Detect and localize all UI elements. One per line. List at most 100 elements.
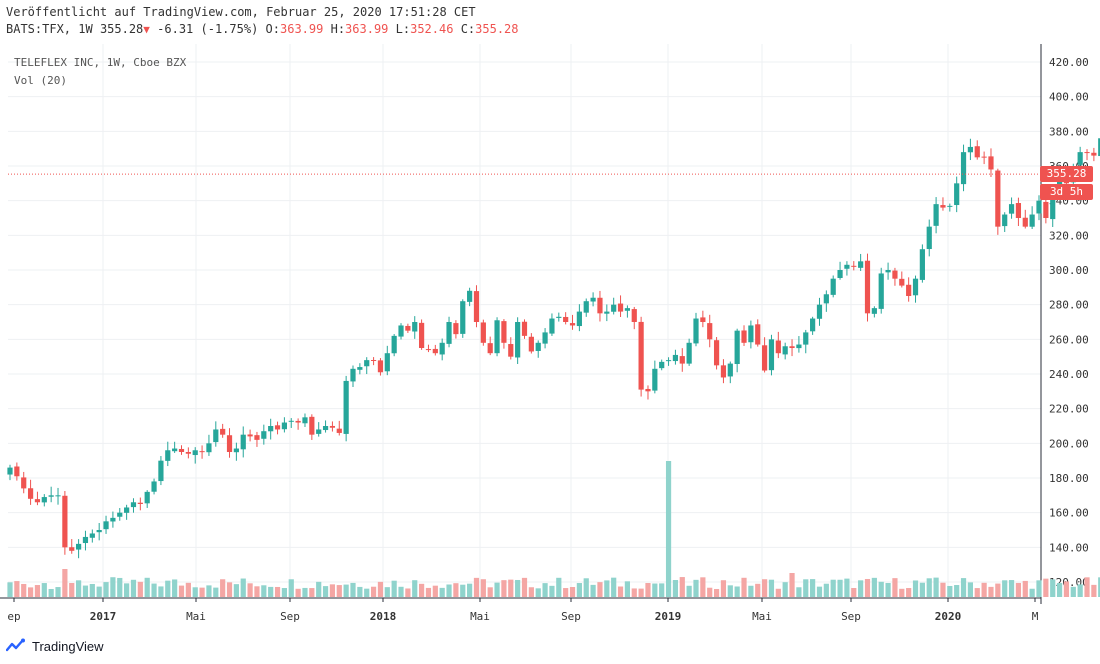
candle-body: [508, 344, 514, 357]
volume-bar: [14, 581, 20, 597]
volume-bar: [926, 578, 932, 597]
tradingview-brand: TradingView: [32, 638, 104, 654]
candle-body: [933, 204, 939, 226]
volume-bar: [199, 587, 205, 597]
candle-body: [425, 349, 432, 351]
candle-body: [261, 431, 267, 439]
candle-body: [864, 260, 871, 314]
volume-legend[interactable]: Vol (20): [14, 74, 67, 87]
x-tick-label: 2019: [655, 610, 682, 623]
volume-bar: [281, 588, 287, 597]
volume-bar: [864, 578, 871, 597]
volume-bar: [322, 586, 329, 597]
x-tick-label: 2018: [370, 610, 397, 623]
candle-body: [940, 205, 946, 208]
candle-body: [501, 321, 507, 343]
volume-bar: [1091, 584, 1097, 597]
volume-bar: [755, 583, 761, 597]
volume-bar: [844, 578, 850, 597]
candle-body: [1036, 200, 1042, 214]
volume-bar: [419, 583, 425, 597]
candle-body: [405, 325, 411, 331]
x-tick-label: Mai: [470, 610, 490, 623]
volume-bar: [165, 580, 171, 597]
volume-bar: [947, 585, 953, 597]
volume-bar: [1002, 580, 1008, 597]
x-tick-label: Sep: [561, 610, 581, 623]
candle-body: [720, 365, 727, 378]
volume-bar: [748, 585, 754, 597]
volume-bar: [316, 581, 322, 597]
candle-body: [954, 183, 960, 206]
volume-bar: [1029, 588, 1035, 597]
volume-bar: [604, 580, 610, 597]
candle-body: [172, 448, 178, 452]
volume-bar: [158, 586, 164, 597]
candle-body: [816, 304, 823, 319]
volume-bar: [563, 588, 569, 597]
candle-body: [55, 495, 61, 497]
candle-body: [206, 443, 212, 453]
price-change: -6.31 (-1.75%): [157, 22, 259, 36]
y-tick-label: 380.00: [1049, 125, 1089, 138]
volume-bar: [1063, 581, 1070, 597]
candle-body: [919, 249, 925, 280]
volume-bar: [76, 580, 82, 597]
volume-bar: [665, 461, 672, 597]
volume-bar: [103, 582, 109, 597]
candle-body: [693, 318, 699, 344]
candle-body: [446, 322, 452, 344]
volume-bar: [185, 582, 191, 597]
ohlc-high-value: 363.99: [345, 22, 389, 36]
candle-body: [988, 156, 994, 170]
volume-bar: [858, 580, 864, 597]
candle-body: [624, 308, 630, 311]
candle-body: [185, 452, 191, 454]
volume-bar: [124, 583, 130, 597]
tradingview-footer[interactable]: TradingView: [6, 636, 104, 656]
volume-bar: [995, 583, 1001, 597]
volume-bar: [768, 579, 775, 597]
x-tick-label: 2020: [935, 610, 962, 623]
volume-bar: [775, 588, 781, 597]
candle-body: [76, 543, 82, 550]
volume-bar: [336, 585, 342, 597]
candle-body: [741, 330, 747, 343]
volume-bar: [309, 588, 315, 597]
volume-bar: [192, 587, 198, 597]
volume-bar: [172, 579, 178, 597]
candle-body: [274, 425, 281, 430]
volume-bar: [679, 577, 685, 597]
y-tick-label: 320.00: [1049, 229, 1089, 242]
volume-bar: [974, 588, 980, 597]
candle-body: [576, 311, 582, 327]
candle-body: [7, 467, 13, 475]
ohlc-close-label: C:: [460, 22, 476, 36]
candle-body: [391, 335, 397, 354]
candle-body: [947, 205, 953, 207]
volume-bar: [508, 579, 514, 597]
candle-body: [1029, 214, 1035, 227]
volume-bar: [515, 579, 521, 597]
volume-bar: [631, 588, 637, 597]
volume-bar: [892, 578, 898, 597]
chart-legend-title[interactable]: TELEFLEX INC, 1W, Cboe BZX: [14, 56, 187, 69]
volume-bar: [391, 580, 397, 597]
price-chart[interactable]: 120.00140.00160.00180.00200.00220.00240.…: [0, 0, 1100, 636]
volume-bar: [432, 585, 438, 597]
volume-bar: [816, 586, 823, 597]
candle-body: [1008, 204, 1015, 214]
volume-bar: [590, 584, 596, 597]
candle-body: [295, 420, 301, 423]
candle-body: [590, 297, 596, 302]
candle-body: [912, 278, 919, 296]
volume-bar: [789, 573, 795, 597]
candle-body: [782, 346, 788, 355]
volume-bar: [460, 584, 466, 597]
candle-body: [892, 270, 898, 279]
symbol-label[interactable]: BATS:TFX, 1W: [6, 22, 93, 36]
volume-bar: [48, 588, 54, 597]
candle-body: [199, 451, 205, 453]
volume-bar: [247, 583, 253, 597]
candle-body: [226, 435, 233, 452]
